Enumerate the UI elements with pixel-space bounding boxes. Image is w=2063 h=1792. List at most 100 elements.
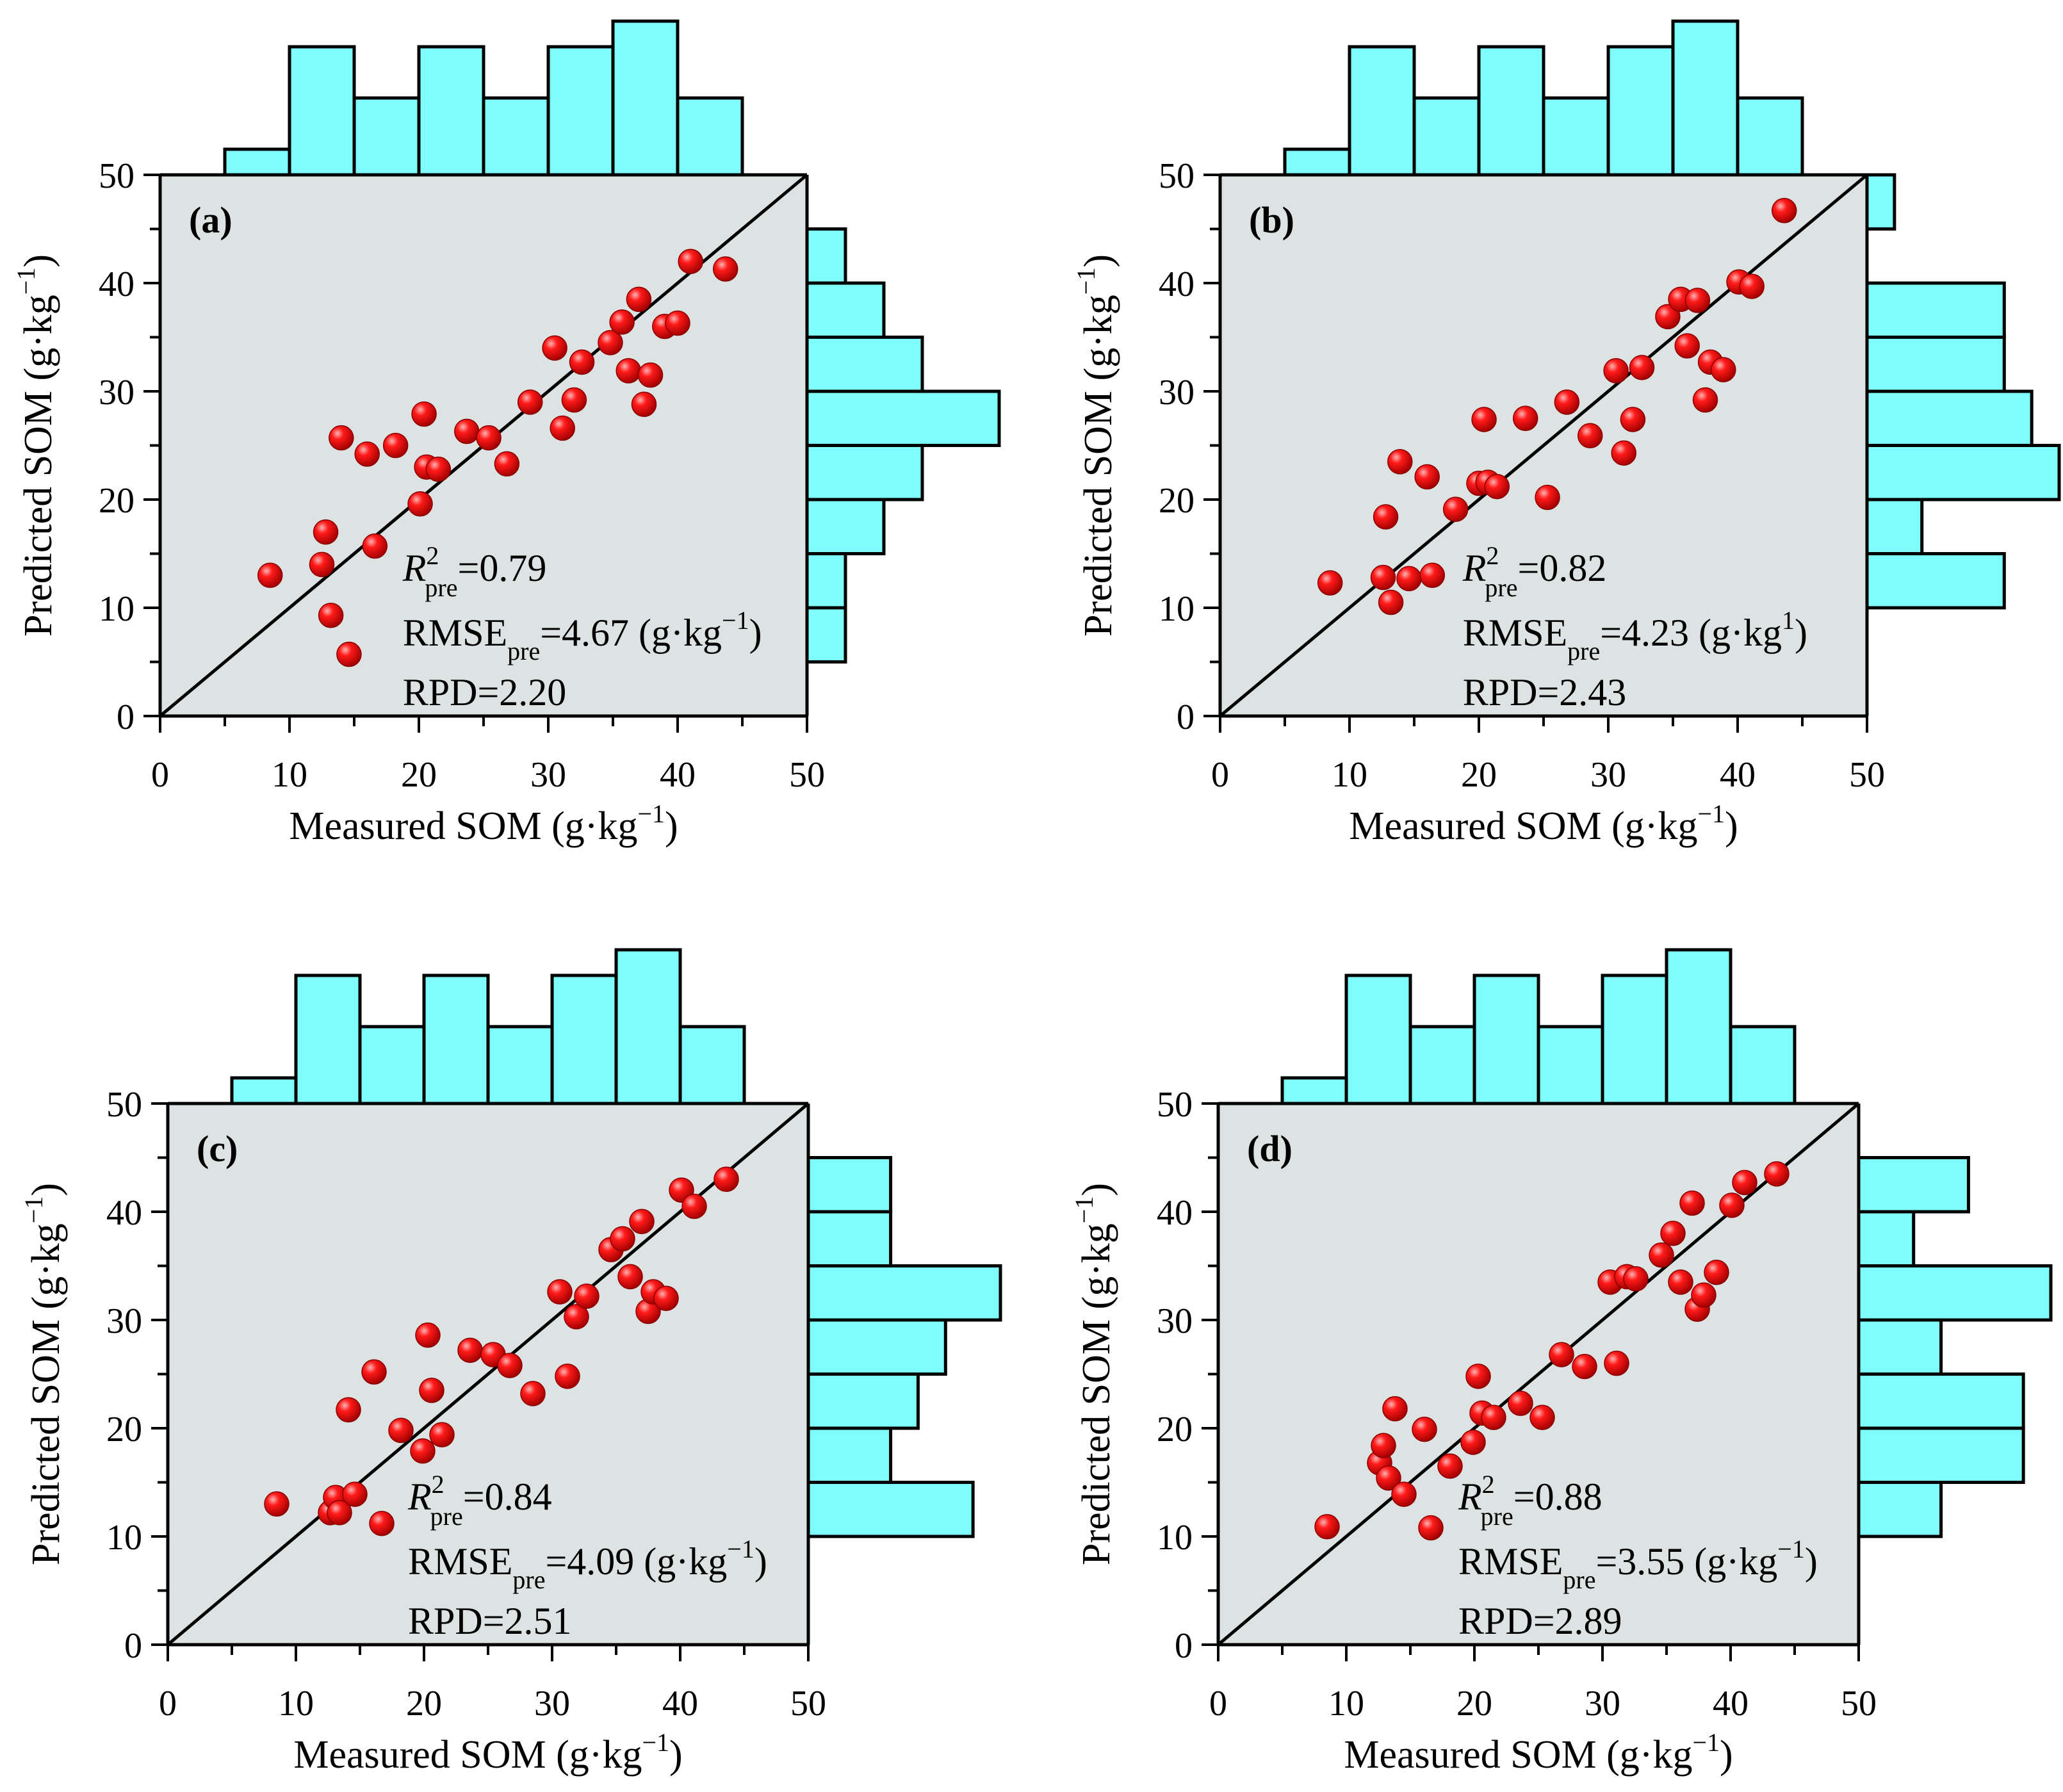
x-axis-title-main: Measured SOM (g·kg [1349,804,1697,848]
x-tick-label: 10 [1328,1684,1364,1723]
hist-y-bar-1 [806,1426,893,1484]
data-point [1442,496,1469,522]
data-point [1484,473,1510,500]
y-tick-label: 40 [1157,1193,1193,1233]
data-point [1378,589,1404,615]
data-point [574,1283,599,1309]
x-axis-title: Measured SOM (g·kg−1) [293,1728,682,1777]
x-axis-title: Measured SOM (g·kg−1) [1344,1728,1733,1777]
rmse-sup: −1 [722,606,749,635]
data-point [318,603,344,628]
hist-y-bar-2 [806,1373,920,1430]
r2-sub: pre [1485,573,1517,602]
rmse-main: RMSE [408,1540,512,1583]
data-point [665,310,690,336]
hist-x-bar-5 [546,45,615,177]
rmse-value: =4.09 (g·kg [545,1540,727,1583]
y-tick-label: 20 [1157,1410,1193,1449]
hist-x-bar-4 [1542,96,1610,177]
x-axis-title-end: ) [669,1733,683,1777]
rpd-stat: RPD=2.51 [408,1600,572,1642]
r2-main: R [402,547,427,589]
data-point [1620,407,1646,432]
data-point [497,1353,523,1378]
y-axis-title-main: Predicted SOM (g·kg [1075,1223,1118,1565]
data-point [1471,407,1497,432]
panel-b: 0 10 20 30 40 50 0 10 20 30 40 50 Measured SOM (g·kg… [1072,19,2061,848]
data-point [1549,1342,1574,1367]
hist-x-bar-5 [1606,45,1675,177]
hist-x-bar-3 [1477,45,1545,177]
x-axis-title: Measured SOM (g·kg−1) [1349,799,1738,848]
hist-y-bar-3 [805,444,924,501]
data-point [637,362,664,388]
data-point [1419,562,1446,589]
x-tick-label: 50 [790,1684,826,1723]
hist-y-bar-1 [1865,498,1924,555]
hist-x-bar-4 [1537,1025,1604,1105]
y-axis-title-main: Predicted SOM (g·kg [17,295,60,637]
x-tick-label: 0 [151,755,169,795]
rmse-value: =4.23 (g·kg [1600,612,1782,654]
data-point [429,1422,455,1447]
hist-x-bar-5 [550,973,618,1105]
hist-y-bar-3 [806,1318,947,1376]
x-tick-label: 30 [530,755,566,795]
data-point [407,491,433,517]
x-tick-label: 20 [1456,1684,1492,1723]
y-axis-title-end: ) [17,254,60,268]
hist-x-bar-1 [1348,45,1416,177]
data-point [410,1438,436,1464]
x-tick-label: 20 [406,1684,442,1723]
x-axis-title: Measured SOM (g·kg−1) [289,799,678,848]
panel-label: (a) [189,199,232,241]
x-tick-label: 40 [660,755,696,795]
data-point [1373,504,1399,530]
one-to-one-line [167,1102,810,1646]
data-point [1391,1481,1417,1507]
y-axis-title-end: ) [1075,1183,1118,1196]
y-tick-label: 10 [99,589,135,629]
y-tick-label: 30 [1157,1301,1193,1341]
data-point [678,248,703,274]
x-tick-label: 40 [1713,1684,1749,1723]
y-tick-label: 40 [1159,265,1195,304]
hist-y-bar-2 [805,498,886,555]
x-tick-label: 30 [1585,1684,1620,1723]
data-point [1668,1269,1693,1295]
y-tick-label: 10 [106,1518,142,1558]
r2-main: R [1458,1476,1482,1518]
data-point [1704,1259,1729,1285]
data-point [362,533,388,559]
data-point [1460,1430,1486,1455]
data-point [1371,1433,1396,1458]
panel-c: 0 10 20 30 40 50 0 10 20 30 40 50 Measured SOM (g·kg… [19,948,1002,1777]
x-tick-label: 0 [1209,1684,1227,1723]
data-point [336,641,362,667]
data-point [361,1359,387,1385]
x-tick-label: 10 [272,755,307,795]
hist-y-bar-4 [1857,1264,2053,1322]
data-point [1529,1405,1555,1430]
hist-y-bar-3 [1865,389,2034,447]
y-tick-label: 10 [1159,589,1195,629]
data-point [555,1364,580,1389]
data-point [1739,273,1765,299]
data-point [569,349,595,375]
rmse-stat: RMSEpre=4.09 (g·kg−1) [408,1535,767,1594]
x-axis-title-sup: −1 [637,799,665,828]
data-point [1660,1221,1686,1246]
x-axis-title-end: ) [1725,804,1738,848]
y-axis-title-sup: −1 [19,1196,48,1224]
data-point [354,441,380,467]
y-tick-label: 20 [99,481,135,521]
hist-y-bar-7 [805,227,847,285]
x-tick-label: 10 [278,1684,314,1723]
data-point [1382,1396,1408,1422]
data-point [561,387,587,413]
x-axis-title-sup: −1 [1692,1728,1720,1757]
hist-x-bar-1 [294,973,362,1105]
data-point [453,418,480,444]
data-point [1535,484,1560,510]
y-axis-title-sup: −1 [12,268,40,295]
